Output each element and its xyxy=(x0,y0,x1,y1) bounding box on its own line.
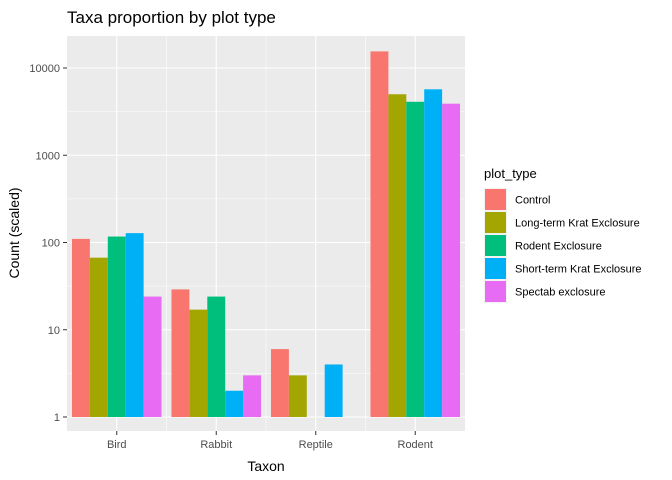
bar-rabbit-long-term-krat-exclosure xyxy=(189,309,208,417)
bar-rodent-long-term-krat-exclosure xyxy=(388,94,407,417)
chart-title: Taxa proportion by plot type xyxy=(67,8,276,27)
bar-reptile-long-term-krat-exclosure xyxy=(288,375,307,417)
legend-swatch xyxy=(485,189,506,210)
bar-rodent-short-term-krat-exclosure xyxy=(424,89,443,418)
bar-rodent-spectab-exclosure xyxy=(442,103,461,418)
bar-bird-control xyxy=(71,238,90,417)
bars xyxy=(71,51,461,418)
y-axis-title: Count (scaled) xyxy=(6,187,22,278)
bar-reptile-control xyxy=(270,349,289,417)
y-tick-label: 100 xyxy=(42,238,60,250)
bar-rabbit-spectab-exclosure xyxy=(243,375,262,417)
bar-rabbit-control xyxy=(171,289,190,417)
bar-bird-spectab-exclosure xyxy=(143,296,162,417)
bar-rodent-control xyxy=(370,51,389,417)
bar-bird-long-term-krat-exclosure xyxy=(89,257,108,417)
legend-title: plot_type xyxy=(484,166,537,181)
legend-label: Long-term Krat Exclosure xyxy=(515,218,640,230)
x-tick-label: Rabbit xyxy=(200,439,232,451)
legend-label: Spectab exclosure xyxy=(515,287,606,299)
legend-label: Control xyxy=(515,195,550,207)
legend-swatch xyxy=(485,258,506,279)
legend-label: Short-term Krat Exclosure xyxy=(515,264,642,276)
x-tick-label: Rodent xyxy=(398,439,433,451)
y-tick-label: 10 xyxy=(48,325,60,337)
bar-bird-short-term-krat-exclosure xyxy=(125,233,144,417)
x-tick-label: Bird xyxy=(107,439,127,451)
bar-rodent-rodent-exclosure xyxy=(406,101,425,417)
x-axis: Bird Rabbit Reptile Rodent xyxy=(107,431,433,451)
y-tick-label: 1 xyxy=(54,412,60,424)
legend-swatch xyxy=(485,281,506,302)
legend-label: Rodent Exclosure xyxy=(515,241,602,253)
bar-rabbit-short-term-krat-exclosure xyxy=(225,390,244,417)
bar-rabbit-rodent-exclosure xyxy=(207,296,226,417)
x-axis-title: Taxon xyxy=(247,458,284,474)
y-tick-label: 1000 xyxy=(36,150,60,162)
x-tick-label: Reptile xyxy=(299,439,333,451)
bar-reptile-short-term-krat-exclosure xyxy=(324,364,343,417)
legend-swatch xyxy=(485,212,506,233)
legend-swatch xyxy=(485,235,506,256)
bar-bird-rodent-exclosure xyxy=(107,236,126,417)
y-axis: 1 10 100 1000 10000 xyxy=(29,63,67,424)
y-tick-label: 10000 xyxy=(29,63,60,75)
legend: plot_type Control Long-term Krat Exclosur… xyxy=(484,166,642,303)
